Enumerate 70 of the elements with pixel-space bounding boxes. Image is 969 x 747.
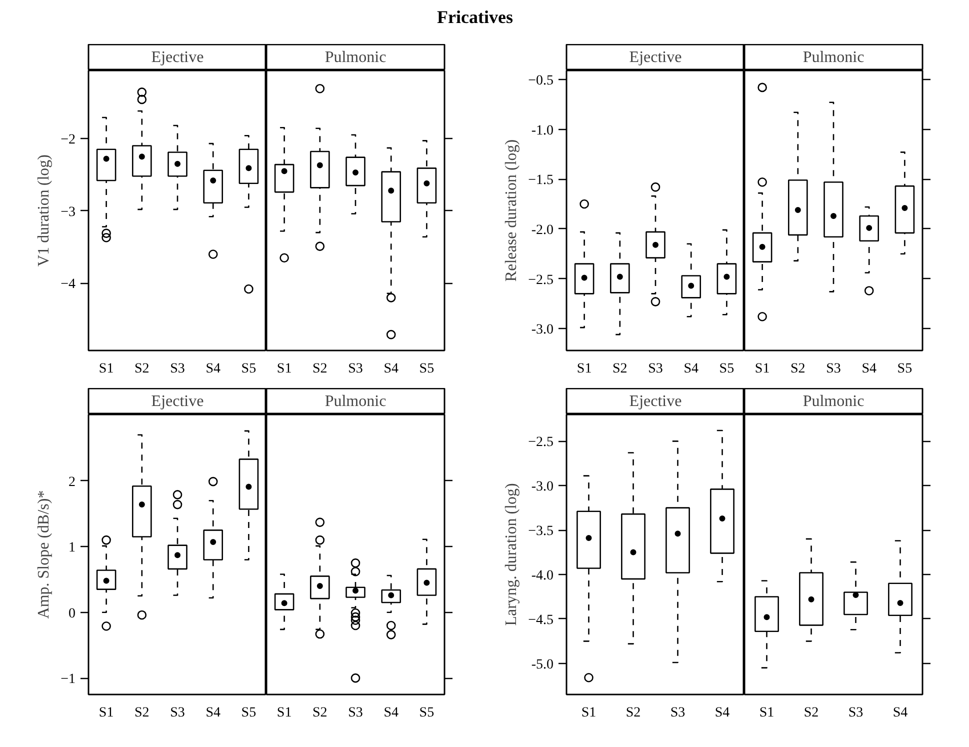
x-tick-label: S2 (134, 706, 150, 720)
chart-title: Ejective (629, 393, 682, 410)
x-tick-label: S1 (276, 362, 292, 376)
y-tick-label: −1 (60, 672, 76, 688)
x-tick-label: S2 (612, 362, 628, 376)
x-tick-label: S5 (241, 362, 256, 376)
y-tick-label: −1.5 (528, 173, 554, 188)
x-tick-label: S1 (98, 362, 114, 376)
y-tick-label: -5.0 (531, 657, 554, 672)
x-tick-label: S2 (790, 362, 806, 376)
x-tick-label: S3 (348, 362, 363, 376)
chart-title: Ejective (629, 49, 682, 66)
x-tick-label: S3 (648, 362, 663, 376)
y-axis-title: Laryng. duration (log) (503, 483, 520, 626)
x-tick-label: S3 (170, 362, 185, 376)
x-tick-label: S1 (581, 706, 596, 720)
x-tick-label: S2 (312, 362, 328, 376)
x-tick-label: S4 (384, 706, 399, 720)
x-tick-label: S3 (348, 706, 363, 720)
y-tick-label: −2.5 (528, 435, 554, 450)
x-tick-label: S2 (134, 362, 150, 376)
x-tick-label: S4 (862, 362, 877, 376)
x-tick-label: S4 (206, 706, 221, 720)
x-tick-label: S5 (419, 362, 434, 376)
x-tick-label: S4 (384, 362, 399, 376)
x-tick-label: S1 (576, 362, 592, 376)
y-tick-label: −0.5 (528, 73, 554, 88)
x-tick-label: S3 (848, 706, 864, 720)
y-tick-label: −2 (60, 132, 76, 148)
x-tick-label: S4 (684, 362, 699, 376)
y-tick-label: -3.0 (531, 322, 554, 338)
x-tick-label: S5 (897, 362, 912, 376)
y-tick-label: 2 (68, 474, 76, 490)
x-tick-label: S4 (892, 706, 908, 720)
x-tick-label: S2 (804, 706, 819, 720)
x-tick-label: S2 (312, 706, 328, 720)
y-axis-title: Amp. Slope (dB/s)* (36, 490, 53, 619)
y-axis-title: Release duration (log) (503, 139, 520, 282)
x-tick-label: S3 (826, 362, 841, 376)
x-tick-label: S5 (419, 706, 434, 720)
y-tick-label: -1.0 (531, 123, 554, 138)
chart-title: Pulmonic (802, 49, 864, 66)
y-tick-label: 1 (68, 540, 76, 556)
x-tick-label: S4 (714, 706, 730, 720)
chart-title: Pulmonic (324, 393, 386, 410)
y-tick-label: -2.0 (531, 222, 554, 238)
x-tick-label: S4 (206, 362, 221, 376)
y-tick-label: -4.0 (531, 568, 554, 584)
x-tick-label: S3 (670, 706, 686, 720)
chart-title: Pulmonic (802, 393, 864, 410)
x-tick-label: S2 (626, 706, 641, 720)
y-tick-label: −3.5 (528, 524, 554, 540)
x-tick-label: S5 (719, 362, 734, 376)
y-tick-label: −4.5 (528, 612, 554, 628)
y-tick-label: −3 (60, 204, 76, 220)
y-tick-label: -3.0 (531, 480, 554, 495)
chart-title: Pulmonic (324, 49, 386, 66)
chart-title: Ejective (151, 393, 204, 410)
y-axis-title: V1 duration (log) (36, 154, 53, 266)
x-tick-label: S1 (759, 706, 774, 720)
x-tick-label: S1 (98, 706, 114, 720)
x-tick-label: S1 (754, 362, 770, 376)
text: Fricatives (437, 7, 513, 27)
y-tick-label: 0 (68, 606, 76, 622)
x-tick-label: S1 (276, 706, 292, 720)
x-tick-label: S5 (241, 706, 256, 720)
y-tick-label: −4 (60, 277, 76, 292)
chart-title: Ejective (151, 49, 204, 66)
y-tick-label: −2.5 (528, 272, 554, 288)
x-tick-label: S3 (170, 706, 185, 720)
